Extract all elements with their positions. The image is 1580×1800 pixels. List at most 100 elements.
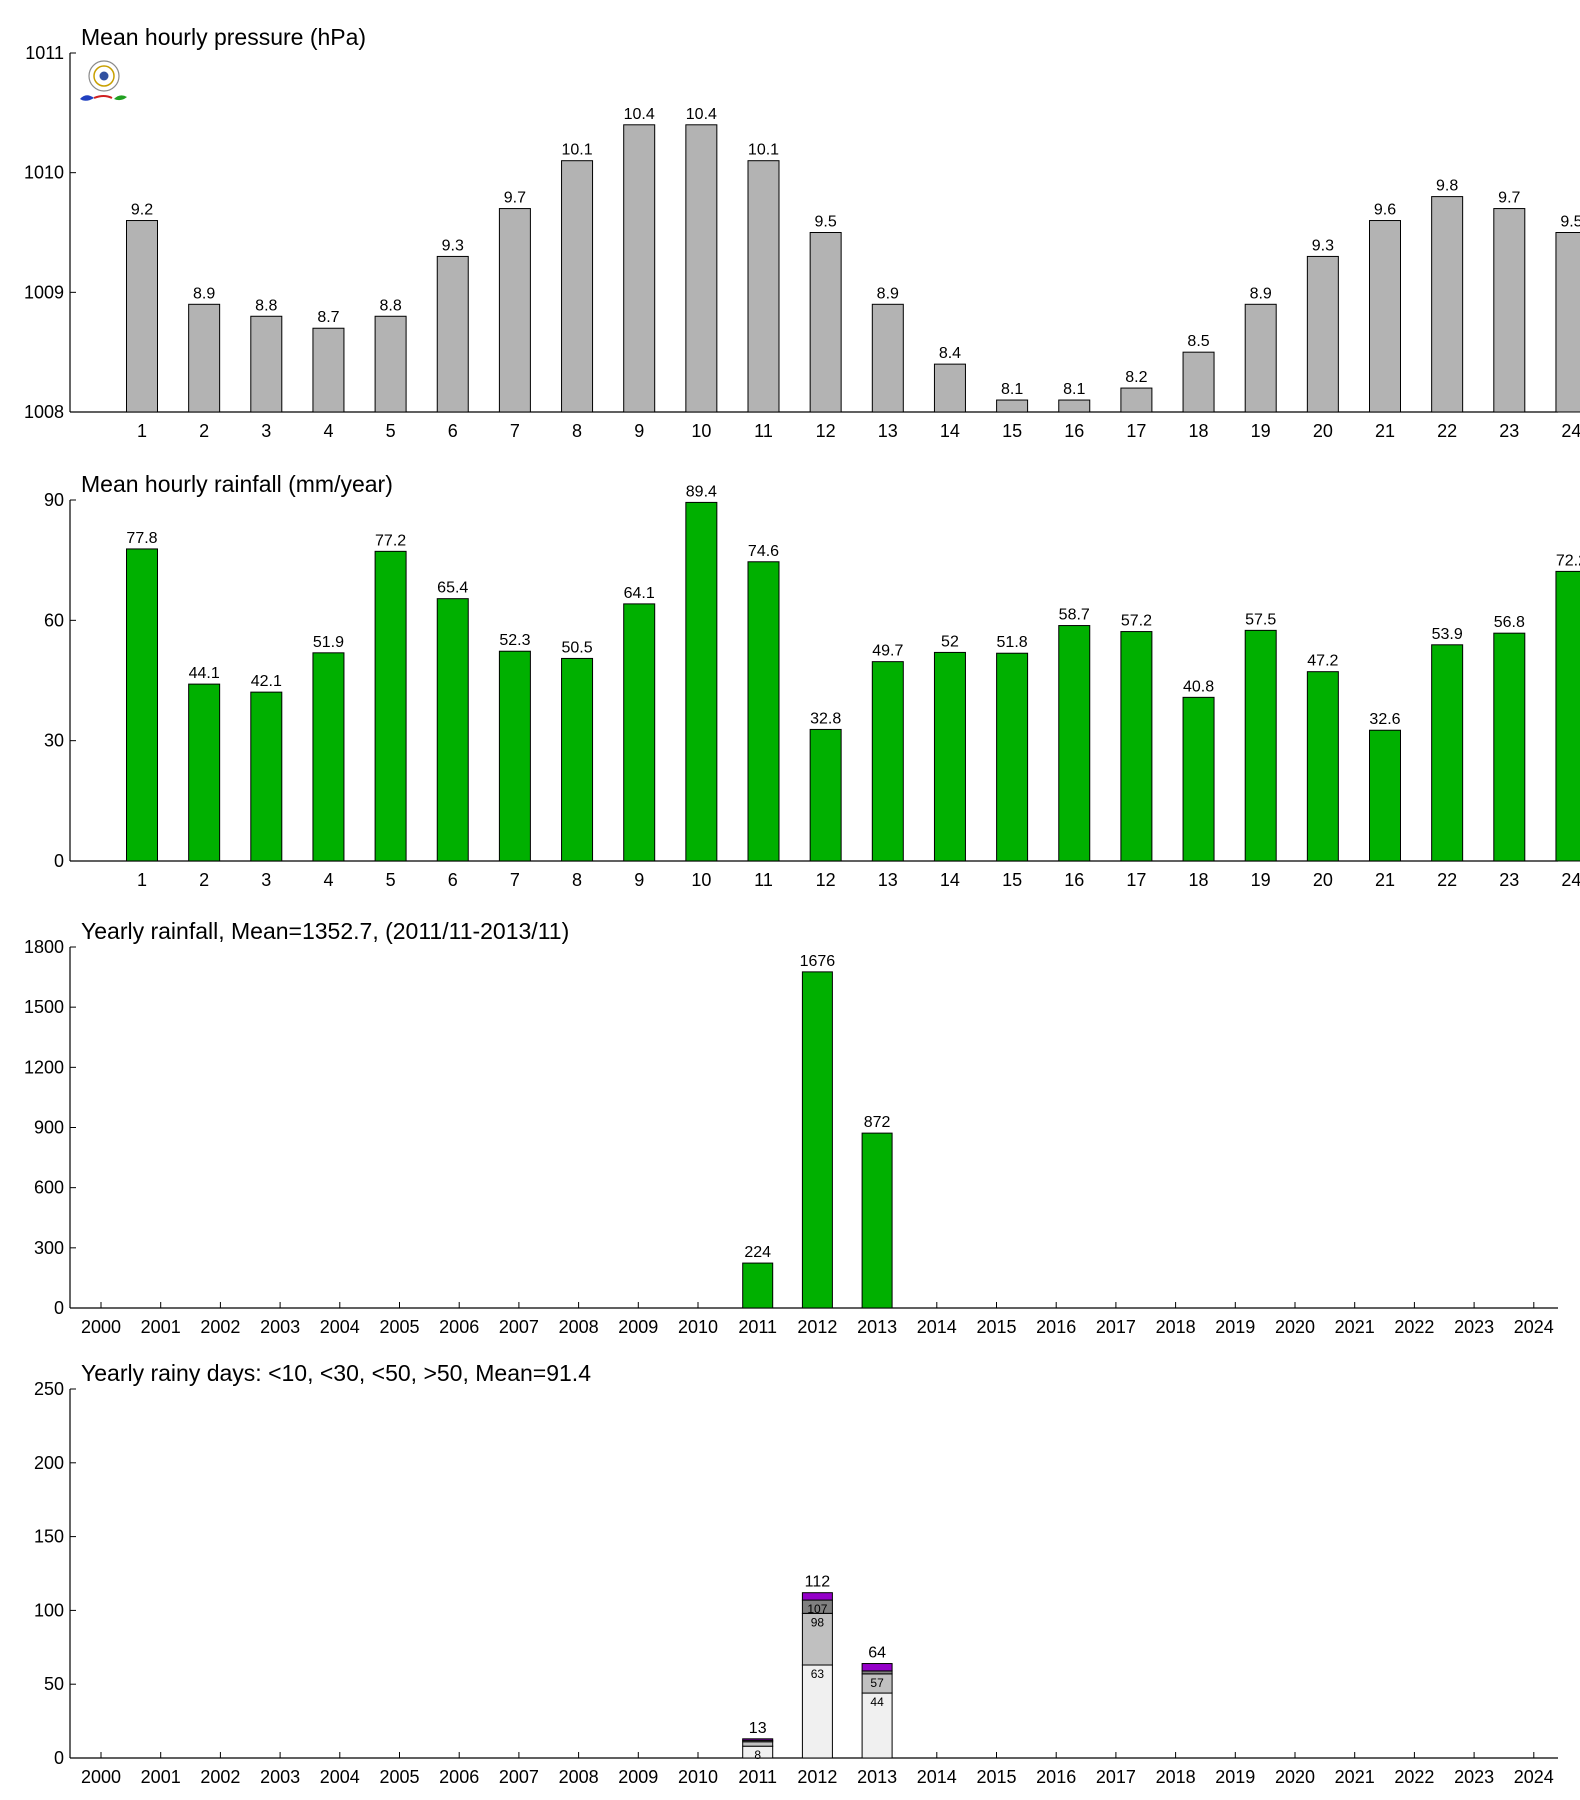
bar-value-label: 10.1 — [748, 142, 779, 159]
x-tick-label: 2021 — [1335, 1767, 1375, 1787]
x-tick-label: 12 — [816, 870, 836, 890]
x-tick-label: 23 — [1499, 421, 1519, 441]
bar-value-label: 52.3 — [499, 632, 530, 649]
x-tick-label: 2018 — [1156, 1767, 1196, 1787]
y-tick-label: 900 — [34, 1118, 64, 1138]
bar-value-label: 9.8 — [1436, 178, 1458, 195]
bar-value-label: 8.9 — [877, 285, 899, 302]
x-tick-label: 2013 — [857, 1317, 897, 1337]
x-tick-label: 17 — [1126, 421, 1146, 441]
x-tick-label: 7 — [510, 870, 520, 890]
bar — [312, 652, 345, 862]
x-tick-label: 2014 — [917, 1767, 957, 1787]
y-tick-label: 1010 — [24, 163, 64, 183]
bar — [188, 683, 221, 862]
x-tick-label: 7 — [510, 421, 520, 441]
chart-title: Yearly rainy days: <10, <30, <50, >50, M… — [81, 1360, 591, 1386]
y-tick-label: 30 — [44, 731, 64, 751]
bar — [747, 160, 780, 413]
x-tick-label: 22 — [1437, 870, 1457, 890]
x-tick-label: 2002 — [200, 1767, 240, 1787]
x-tick-label: 2001 — [141, 1317, 181, 1337]
bar-value-label: 872 — [864, 1114, 891, 1131]
stacked-bar-segment — [861, 1692, 893, 1759]
bar — [933, 651, 966, 862]
bar-value-label: 51.8 — [997, 634, 1028, 651]
bar — [1306, 671, 1339, 862]
x-tick-label: 2015 — [976, 1317, 1016, 1337]
y-tick-label: 150 — [34, 1527, 64, 1547]
x-tick-label: 5 — [386, 421, 396, 441]
stacked-bar-total-label: 64 — [868, 1645, 886, 1662]
y-tick-label: 100 — [34, 1600, 64, 1620]
x-tick-label: 2 — [199, 870, 209, 890]
bar — [871, 661, 904, 862]
x-tick-label: 13 — [878, 421, 898, 441]
stacked-bar-segment-label: 57 — [870, 1676, 884, 1690]
bar — [1120, 387, 1153, 413]
stacked-bar-segment-label: 44 — [870, 1695, 884, 1709]
x-tick-label: 2001 — [141, 1767, 181, 1787]
x-tick-label: 2021 — [1335, 1317, 1375, 1337]
chart-title: Mean hourly pressure (hPa) — [81, 24, 366, 50]
x-tick-label: 1 — [137, 870, 147, 890]
stacked-bar-segment — [742, 1741, 774, 1747]
bar — [1369, 220, 1401, 413]
bar-value-label: 52 — [941, 633, 959, 650]
bar-value-label: 8.8 — [255, 297, 277, 314]
stacked-bar-segment — [801, 1592, 833, 1601]
bar-value-label: 77.8 — [126, 530, 157, 547]
x-tick-label: 21 — [1375, 870, 1395, 890]
x-tick-label: 2023 — [1454, 1767, 1494, 1787]
x-tick-label: 2003 — [260, 1767, 300, 1787]
x-tick-label: 2006 — [439, 1767, 479, 1787]
x-tick-label: 2018 — [1156, 1317, 1196, 1337]
y-tick-label: 1500 — [24, 997, 64, 1017]
bar-value-label: 44.1 — [189, 665, 220, 682]
y-tick-label: 250 — [34, 1379, 64, 1399]
x-tick-label: 2011 — [738, 1317, 777, 1337]
bar — [436, 255, 469, 413]
x-tick-label: 2009 — [618, 1767, 658, 1787]
bar-value-label: 8.1 — [1001, 381, 1023, 398]
x-tick-label: 3 — [261, 421, 271, 441]
x-tick-label: 2013 — [857, 1767, 897, 1787]
bar — [623, 603, 656, 862]
bar — [1244, 629, 1277, 862]
bar — [861, 1132, 893, 1309]
bar — [1182, 696, 1215, 862]
x-tick-label: 24 — [1561, 421, 1580, 441]
bar-value-label: 8.9 — [1250, 285, 1272, 302]
lab-logo — [80, 60, 127, 101]
bar-value-label: 40.8 — [1183, 678, 1214, 695]
x-tick-label: 2004 — [320, 1767, 360, 1787]
bar — [126, 548, 158, 862]
x-tick-label: 8 — [572, 870, 582, 890]
bar — [498, 650, 531, 862]
bar-value-label: 8.4 — [939, 345, 961, 362]
x-tick-label: 2019 — [1215, 1767, 1255, 1787]
bar — [1369, 729, 1401, 862]
bar — [747, 561, 780, 862]
x-tick-label: 2005 — [379, 1767, 419, 1787]
y-tick-label: 300 — [34, 1238, 64, 1258]
bar-value-label: 65.4 — [437, 580, 468, 597]
x-tick-label: 2023 — [1454, 1317, 1494, 1337]
bar — [809, 232, 842, 413]
bar-value-label: 9.3 — [1312, 237, 1334, 254]
bar-value-label: 47.2 — [1307, 653, 1338, 670]
bar — [1493, 208, 1526, 413]
bar — [996, 399, 1029, 413]
bar-value-label: 8.9 — [193, 285, 215, 302]
bar-value-label: 9.2 — [131, 202, 153, 219]
bar-value-label: 8.7 — [317, 309, 339, 326]
bar — [801, 971, 833, 1309]
x-tick-label: 2002 — [200, 1317, 240, 1337]
x-tick-label: 2012 — [797, 1317, 837, 1337]
bar-value-label: 53.9 — [1432, 626, 1463, 643]
x-tick-label: 20 — [1313, 421, 1333, 441]
bar-value-label: 32.8 — [810, 710, 841, 727]
bar — [1058, 399, 1091, 413]
bar-value-label: 10.4 — [686, 106, 717, 123]
